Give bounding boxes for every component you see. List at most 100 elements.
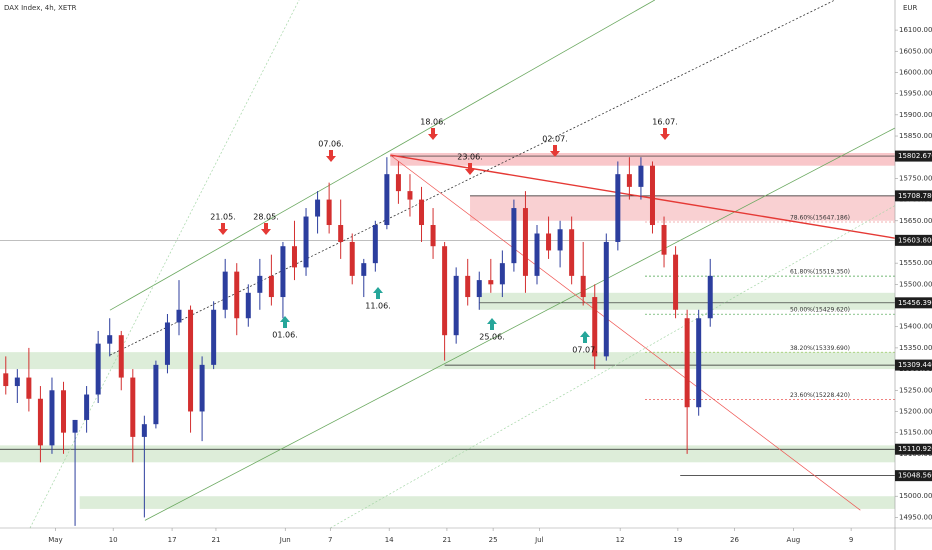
x-tick-label: Aug <box>787 536 801 544</box>
y-tick-label: 16100.000 <box>899 26 932 34</box>
candle-body <box>569 229 575 276</box>
zone <box>0 445 895 463</box>
candle-body <box>49 390 55 446</box>
candle-body <box>696 318 702 408</box>
event-label: 16.07. <box>652 118 677 127</box>
y-tick-label: 15500.000 <box>899 280 932 288</box>
price-tag-label: 15456.390 <box>898 299 932 307</box>
y-tick-label: 15750.000 <box>899 174 932 182</box>
candle-body <box>141 424 147 437</box>
candle-body <box>557 229 563 251</box>
event-label: 18.06. <box>420 118 445 127</box>
y-tick-label: 15950.000 <box>899 90 932 98</box>
arrow-down <box>550 145 560 157</box>
arrow-down <box>261 223 271 235</box>
candle-body <box>453 275 459 336</box>
arrow-down <box>326 150 336 162</box>
arrow-down <box>218 223 228 235</box>
candle-body <box>188 309 194 412</box>
candle-body <box>673 254 679 310</box>
y-tick-label: 16050.000 <box>899 47 932 55</box>
y-tick-label: 15650.000 <box>899 217 932 225</box>
x-tick-label: 7 <box>328 536 332 544</box>
x-tick-label: 10 <box>109 536 118 544</box>
price-tag-label: 15048.560 <box>898 472 932 480</box>
currency: EUR <box>903 4 918 12</box>
candle-body <box>476 280 482 298</box>
candle-body <box>118 335 124 378</box>
y-tick-label: 16000.000 <box>899 68 932 76</box>
x-tick-label: 14 <box>385 536 394 544</box>
candle-body <box>199 364 205 412</box>
x-tick-label: Jul <box>534 536 544 544</box>
candle-body <box>546 233 552 251</box>
candle-body <box>280 246 286 298</box>
candle-body <box>211 309 217 365</box>
arrow-down <box>428 128 438 140</box>
x-tick-label: 19 <box>673 536 682 544</box>
candle-body <box>372 225 378 264</box>
candle-body <box>580 275 586 298</box>
fib-label: 50.00%(15429.620) <box>790 307 850 314</box>
price-tag <box>895 190 932 202</box>
y-tick-label: 15350.000 <box>899 344 932 352</box>
candle-body <box>442 246 448 336</box>
candle-body <box>361 263 367 276</box>
candle-body <box>37 398 43 446</box>
trend-line <box>330 205 896 529</box>
y-tick-label: 15400.000 <box>899 323 932 331</box>
y-tick-label: 15150.000 <box>899 429 932 437</box>
candle-body <box>419 199 425 226</box>
fib-label: 38.20%(15339.690) <box>790 345 850 352</box>
x-tick-label: 21 <box>211 536 220 544</box>
y-tick-label: 15000.000 <box>899 492 932 500</box>
event-label: 21.05. <box>210 213 235 222</box>
event-label: 23.06. <box>457 153 482 162</box>
arrow-up <box>373 287 383 299</box>
candle-body <box>3 373 9 387</box>
candle-body <box>315 199 321 217</box>
event-label: 02.07. <box>542 135 567 144</box>
trend-line <box>390 154 861 511</box>
x-tick-label: Jun <box>279 536 291 544</box>
candle-body <box>107 335 113 344</box>
chart-title: DAX Index, 4h, XETR <box>4 4 77 12</box>
event-label: 11.06. <box>365 302 390 311</box>
candle-body <box>603 241 609 357</box>
candle-body <box>84 394 90 420</box>
candle-body <box>534 233 540 276</box>
price-tag-label: 15110.920 <box>898 445 932 453</box>
trend-line <box>144 127 896 521</box>
candle-body <box>511 208 517 264</box>
candle-body <box>395 174 401 192</box>
arrow-up <box>487 318 497 330</box>
candle-body <box>164 322 170 365</box>
candle-body <box>522 208 528 276</box>
price-tag-label: 15309.440 <box>898 361 932 369</box>
arrow-up <box>280 316 290 328</box>
zone <box>0 352 895 370</box>
price-tag <box>895 297 932 309</box>
candle-body <box>349 241 355 276</box>
x-tick-label: May <box>48 536 62 544</box>
candle-body <box>430 225 436 247</box>
candle-body <box>291 246 297 268</box>
candle-body <box>268 275 274 298</box>
price-tag <box>895 150 932 162</box>
fib-label: 61.80%(15519.350) <box>790 269 850 276</box>
arrow-up <box>580 331 590 343</box>
arrow-down <box>660 128 670 140</box>
arrow-down <box>465 163 475 175</box>
price-tag <box>895 443 932 455</box>
fib-label: 23.60%(15228.420) <box>790 392 850 399</box>
x-tick-label: 25 <box>489 536 498 544</box>
candle-body <box>61 390 67 433</box>
event-label: 01.06. <box>272 331 297 340</box>
candle-body <box>592 297 598 357</box>
price-tag-label: 15708.780 <box>898 192 932 200</box>
price-tag <box>895 470 932 482</box>
y-tick-label: 15900.000 <box>899 111 932 119</box>
plot-area: 78.60%(15647.186) 61.80%(15519.350) 50.00%… <box>0 0 896 529</box>
candle-body <box>407 191 413 200</box>
